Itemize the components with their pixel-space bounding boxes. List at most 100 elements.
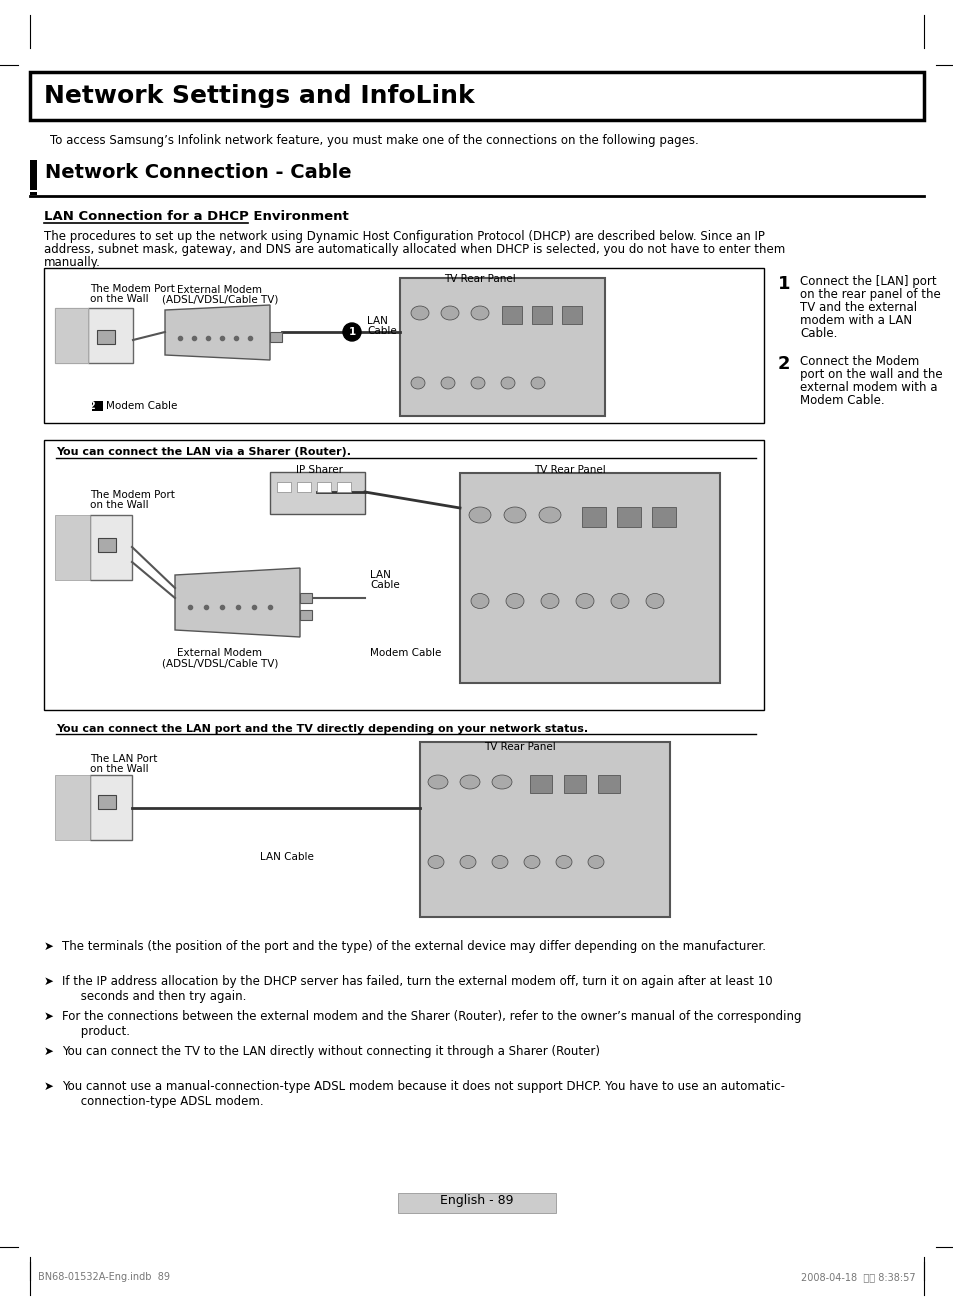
Bar (419, 741, 669, 917)
Bar (405, 328, 575, 346)
Ellipse shape (471, 307, 489, 320)
Ellipse shape (531, 377, 544, 389)
Ellipse shape (492, 855, 507, 869)
Bar (527, 824, 622, 842)
Bar (97, 330, 115, 345)
Text: You can connect the LAN via a Sharer (Router).: You can connect the LAN via a Sharer (Ro… (56, 447, 351, 457)
Ellipse shape (505, 593, 523, 609)
Text: TV Rear Panel: TV Rear Panel (483, 741, 556, 752)
Bar (90, 776, 132, 840)
Text: The terminals (the position of the port and the type) of the external device may: The terminals (the position of the port … (62, 941, 765, 952)
Bar (575, 478, 675, 496)
Bar (464, 621, 675, 639)
Bar (30, 72, 923, 121)
Bar (681, 478, 713, 510)
Ellipse shape (610, 593, 628, 609)
Bar (495, 351, 575, 367)
Bar (651, 507, 676, 527)
Bar (532, 307, 552, 324)
Text: The Modem Port: The Modem Port (90, 284, 174, 293)
Text: The Modem Port: The Modem Port (90, 490, 174, 500)
Ellipse shape (459, 855, 476, 869)
Ellipse shape (538, 507, 560, 523)
Text: External Modem: External Modem (177, 648, 262, 658)
Bar (88, 308, 132, 363)
Ellipse shape (523, 855, 539, 869)
Text: ➤: ➤ (44, 975, 53, 988)
Bar (399, 278, 604, 417)
Bar (527, 747, 622, 765)
Text: manually.: manually. (44, 255, 101, 269)
Text: You cannot use a manual-connection-type ADSL modem because it does not support D: You cannot use a manual-connection-type … (62, 1079, 784, 1108)
Polygon shape (174, 569, 299, 637)
Bar (464, 534, 675, 555)
Bar (90, 515, 132, 580)
Text: Modem Cable: Modem Cable (106, 401, 177, 411)
Text: English - 89: English - 89 (439, 1193, 514, 1207)
Text: ➤: ➤ (44, 1010, 53, 1023)
Bar (98, 538, 116, 552)
Text: The procedures to set up the network using Dynamic Host Configuration Protocol (: The procedures to set up the network usi… (44, 231, 764, 242)
Text: Modem Cable.: Modem Cable. (800, 394, 883, 407)
Text: on the Wall: on the Wall (90, 500, 149, 510)
Text: Cable: Cable (367, 326, 396, 335)
Bar (44, 269, 763, 423)
Bar (424, 747, 519, 765)
Bar (464, 478, 564, 496)
Bar (270, 331, 282, 342)
Ellipse shape (411, 377, 424, 389)
Text: on the rear panel of the: on the rear panel of the (800, 288, 940, 301)
Ellipse shape (576, 593, 594, 609)
Ellipse shape (459, 776, 479, 789)
Ellipse shape (471, 593, 489, 609)
Ellipse shape (540, 593, 558, 609)
Text: 2008-04-18  오후 8:38:57: 2008-04-18 오후 8:38:57 (801, 1272, 915, 1282)
Bar (563, 776, 585, 793)
Bar (405, 351, 484, 367)
Circle shape (343, 324, 360, 341)
Bar (405, 396, 575, 413)
Text: Network Connection - Cable: Network Connection - Cable (45, 162, 352, 182)
Bar (397, 1193, 556, 1213)
Text: address, subnet mask, gateway, and DNS are automatically allocated when DHCP is : address, subnet mask, gateway, and DNS a… (44, 242, 784, 255)
Text: For the connections between the external modem and the Sharer (Router), refer to: For the connections between the external… (62, 1010, 801, 1038)
Ellipse shape (492, 776, 512, 789)
Ellipse shape (503, 507, 525, 523)
Text: external modem with a: external modem with a (800, 381, 937, 394)
Bar (276, 482, 291, 493)
Ellipse shape (469, 507, 491, 523)
Ellipse shape (428, 776, 448, 789)
Text: modem with a LAN: modem with a LAN (800, 314, 911, 328)
Text: Modem Cable: Modem Cable (370, 648, 441, 658)
Bar (464, 561, 564, 582)
Bar (44, 440, 763, 710)
Ellipse shape (440, 377, 455, 389)
Text: (ADSL/VDSL/Cable TV): (ADSL/VDSL/Cable TV) (162, 658, 278, 668)
Bar (296, 482, 311, 493)
Text: TV Rear Panel: TV Rear Panel (534, 465, 605, 476)
Text: LAN: LAN (370, 570, 391, 580)
Bar (405, 283, 484, 299)
Text: LAN Cable: LAN Cable (260, 852, 314, 862)
Bar (581, 507, 605, 527)
Bar (30, 160, 37, 190)
Text: You can connect the LAN port and the TV directly depending on your network statu: You can connect the LAN port and the TV … (56, 724, 587, 734)
Bar (316, 482, 331, 493)
Polygon shape (55, 308, 88, 363)
Text: You can connect the TV to the LAN directly without connecting it through a Share: You can connect the TV to the LAN direct… (62, 1045, 599, 1058)
Text: Connect the [LAN] port: Connect the [LAN] port (800, 275, 936, 288)
Text: ➤: ➤ (44, 1079, 53, 1093)
Text: on the Wall: on the Wall (90, 293, 149, 304)
Text: Cable: Cable (370, 580, 399, 590)
Text: (ADSL/VDSL/Cable TV): (ADSL/VDSL/Cable TV) (162, 295, 278, 305)
Bar (598, 776, 619, 793)
Text: External Modem: External Modem (177, 286, 262, 295)
Bar (459, 473, 720, 683)
Ellipse shape (556, 855, 572, 869)
Text: ➤: ➤ (44, 941, 53, 952)
Bar (575, 561, 675, 582)
Text: IP Sharer: IP Sharer (296, 465, 343, 476)
Text: 2: 2 (89, 401, 95, 411)
Bar (495, 283, 575, 299)
Ellipse shape (587, 855, 603, 869)
